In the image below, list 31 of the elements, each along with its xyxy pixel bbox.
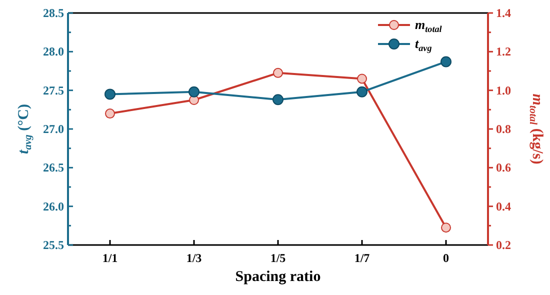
legend-label: t$_{avg}$: [415, 36, 432, 53]
point: [441, 222, 451, 233]
y-tick-label: 26.0: [43, 199, 64, 214]
point: [273, 68, 283, 78]
y2-tick-label: 1.4: [496, 6, 511, 20]
y-tick-label: 25.5: [43, 238, 64, 252]
x-tick-label: 1/5: [270, 251, 286, 265]
x-tick-label: 1/1: [102, 251, 118, 265]
x-tick-label: 1/7: [354, 251, 370, 265]
point: [272, 94, 284, 106]
point: [356, 86, 368, 98]
y-tick-label: 27.0: [43, 122, 64, 136]
y-tick-label: 26.5: [43, 160, 64, 175]
y2-tick-label: 0.2: [496, 238, 511, 252]
point: [440, 56, 452, 68]
y2-tick-label: 1.0: [496, 83, 511, 98]
point: [357, 74, 367, 84]
x-tick-label: 0: [443, 251, 449, 265]
point: [104, 88, 116, 100]
x-tick-label: 1/3: [186, 251, 202, 265]
legend-label: m$_{total}$: [415, 17, 442, 34]
point: [105, 108, 115, 119]
y-tick-label: 28.5: [43, 6, 64, 20]
y2-tick-label: 0.6: [496, 160, 511, 175]
y2-tick-label: 1.2: [496, 44, 511, 59]
y-tick-label: 27.5: [43, 83, 64, 98]
y2-tick-label: 0.4: [496, 199, 511, 214]
x-axis-title: Spacing ratio: [235, 269, 321, 285]
y2-tick-label: 0.8: [496, 122, 511, 136]
y-tick-label: 28.0: [43, 44, 64, 59]
point: [188, 86, 200, 98]
